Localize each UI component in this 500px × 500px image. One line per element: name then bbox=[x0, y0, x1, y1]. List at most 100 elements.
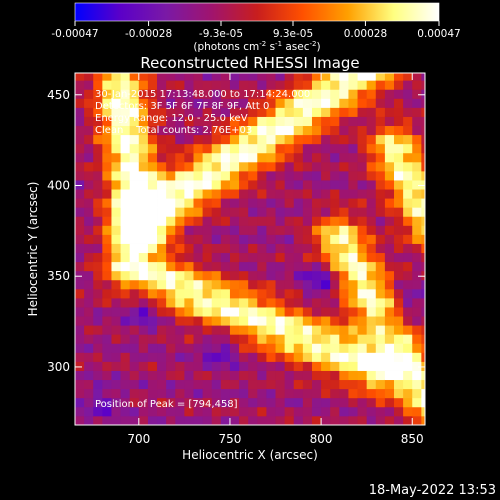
heatmap-cell bbox=[284, 234, 295, 244]
heatmap-cell bbox=[175, 406, 185, 417]
heatmap-cell bbox=[157, 170, 167, 181]
heatmap-cell bbox=[375, 316, 386, 326]
heatmap-cell bbox=[102, 415, 112, 425]
heatmap-cell bbox=[384, 125, 395, 136]
heatmap-cell bbox=[184, 207, 194, 217]
heatmap-cell bbox=[129, 180, 140, 190]
heatmap-cell bbox=[421, 98, 425, 108]
heatmap-cell bbox=[394, 107, 404, 117]
heatmap-cell bbox=[275, 279, 286, 290]
heatmap-cell bbox=[357, 334, 368, 344]
heatmap-cell bbox=[412, 307, 422, 317]
heatmap-cell bbox=[403, 325, 413, 335]
heatmap-cell bbox=[129, 316, 140, 326]
heatmap-cell bbox=[120, 343, 131, 353]
heatmap-cell bbox=[412, 207, 422, 217]
heatmap-cell bbox=[120, 279, 131, 290]
heatmap-cell bbox=[111, 243, 121, 254]
heatmap-cell bbox=[257, 125, 267, 136]
heatmap-cell bbox=[120, 243, 131, 254]
heatmap-cell bbox=[175, 216, 185, 226]
heatmap-cell bbox=[421, 73, 425, 81]
heatmap-cell bbox=[220, 352, 231, 362]
heatmap-cell bbox=[412, 334, 422, 344]
heatmap-cell bbox=[147, 316, 158, 326]
heatmap-cell bbox=[211, 207, 222, 217]
heatmap-cell bbox=[348, 116, 358, 127]
heatmap-cell bbox=[248, 415, 258, 425]
heatmap-cell bbox=[321, 343, 331, 353]
heatmap-cell bbox=[339, 80, 349, 90]
heatmap-cell bbox=[330, 316, 340, 326]
heatmap-cell bbox=[311, 234, 322, 244]
heatmap-cell bbox=[111, 307, 121, 317]
heatmap-cell bbox=[421, 161, 425, 172]
heatmap-cell bbox=[202, 152, 213, 163]
heatmap-cell bbox=[84, 252, 94, 263]
heatmap-cell bbox=[412, 89, 422, 99]
heatmap-cell bbox=[284, 216, 295, 226]
heatmap-cell bbox=[275, 73, 286, 81]
heatmap-cell bbox=[257, 234, 267, 244]
heatmap-cell bbox=[102, 379, 112, 390]
heatmap-cell bbox=[202, 207, 213, 217]
heatmap-cell bbox=[421, 361, 425, 371]
heatmap-cell bbox=[330, 252, 340, 263]
heatmap-cell bbox=[284, 325, 295, 335]
heatmap-cell bbox=[157, 279, 167, 290]
heatmap-cell bbox=[275, 397, 286, 408]
heatmap-cell bbox=[266, 170, 276, 181]
heatmap-cell bbox=[348, 234, 358, 244]
heatmap-cell bbox=[84, 73, 94, 81]
heatmap-cell bbox=[266, 361, 276, 371]
heatmap-cell bbox=[339, 189, 349, 199]
heatmap-cell bbox=[348, 134, 358, 145]
heatmap-cell bbox=[75, 107, 85, 117]
heatmap-cell bbox=[421, 307, 425, 317]
heatmap-cell bbox=[138, 352, 149, 362]
heatmap-cell bbox=[321, 397, 331, 408]
heatmap-cell bbox=[302, 388, 313, 399]
heatmap-cell bbox=[239, 152, 249, 163]
heatmap-cell bbox=[202, 334, 213, 344]
heatmap-cell bbox=[184, 325, 194, 335]
heatmap-cell bbox=[293, 243, 304, 254]
chart-title: Reconstructed RHESSI Image bbox=[140, 54, 359, 72]
heatmap-cell bbox=[239, 189, 249, 199]
heatmap-cell bbox=[375, 225, 386, 235]
heatmap-cell bbox=[357, 207, 368, 217]
heatmap-cell bbox=[330, 170, 340, 181]
heatmap-cell bbox=[111, 116, 121, 127]
heatmap-cell bbox=[302, 370, 313, 381]
heatmap-cell bbox=[175, 388, 185, 399]
heatmap-cell bbox=[321, 134, 331, 145]
heatmap-cell bbox=[129, 107, 140, 117]
heatmap-cell bbox=[357, 234, 368, 244]
y-tick-label: 450 bbox=[47, 88, 70, 102]
heatmap-cell bbox=[229, 161, 240, 172]
heatmap-cell bbox=[394, 207, 404, 217]
heatmap-cell bbox=[257, 388, 267, 399]
heatmap-cell bbox=[166, 216, 176, 226]
heatmap-cell bbox=[111, 161, 121, 172]
heatmap-cell bbox=[412, 406, 422, 417]
heatmap-cell bbox=[275, 270, 286, 281]
heatmap-cell bbox=[375, 152, 386, 163]
heatmap-cell bbox=[257, 261, 267, 272]
heatmap-cell bbox=[384, 134, 395, 145]
heatmap-cell bbox=[275, 261, 286, 272]
heatmap-cell bbox=[348, 189, 358, 199]
heatmap-cell bbox=[339, 170, 349, 181]
heatmap-cell bbox=[220, 388, 231, 399]
heatmap-cell bbox=[229, 73, 240, 81]
heatmap-cell bbox=[111, 397, 121, 408]
heatmap-cell bbox=[284, 207, 295, 217]
heatmap-cell bbox=[157, 89, 167, 99]
heatmap-cell bbox=[229, 288, 240, 299]
heatmap-cell bbox=[220, 279, 231, 290]
heatmap-cell bbox=[421, 134, 425, 145]
heatmap-cell bbox=[394, 325, 404, 335]
heatmap-cell bbox=[284, 170, 295, 181]
heatmap-cell bbox=[384, 170, 395, 181]
heatmap-cell bbox=[321, 361, 331, 371]
